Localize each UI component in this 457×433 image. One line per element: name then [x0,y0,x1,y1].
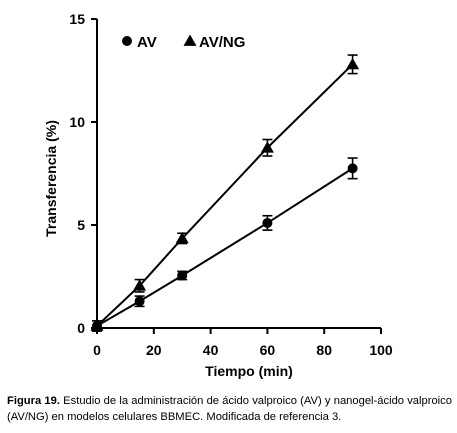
y-tick-label: 10 [69,114,85,130]
y-axis-label: Transferencia (%) [43,120,59,237]
legend-marker-av [122,36,132,46]
data-point-av [134,296,145,307]
data-point-av [262,217,273,228]
x-tick-label: 60 [260,342,276,358]
series-av-ng [90,54,360,332]
legend-item-av: AV [122,34,157,51]
x-tick-label: 100 [369,342,393,358]
series-layer [90,54,360,332]
series-av [92,157,358,332]
x-axis-label: Tiempo (min) [205,363,293,379]
data-point-av-ng [175,231,189,244]
legend-item-av-ng: AV/NG [183,34,245,51]
legend-marker-av-ng [183,34,197,46]
x-tick-label: 20 [146,342,162,358]
caption-text: Estudio de la administración de ácido va… [7,395,452,423]
data-point-av-ng [260,141,274,153]
legend-label-av-ng: AV/NG [199,34,245,51]
data-point-av-ng [90,319,104,331]
y-tick-label: 15 [69,11,85,27]
x-tick-label: 0 [93,342,101,358]
figure-caption: Figura 19. Estudio de la administración … [7,394,452,425]
legend: AV AV/NG [122,34,245,51]
x-tick-label: 80 [316,342,332,358]
series-line-av-ng [96,63,354,327]
y-tick-label: 5 [77,217,85,233]
data-point-av-ng [133,279,147,291]
axes: 0 20 40 60 80 100 0 5 10 15 [69,11,392,358]
legend-label-av: AV [137,34,157,51]
data-point-av [177,270,188,281]
caption-label: Figura 19. [7,395,60,407]
data-point-av-ng [346,57,360,70]
x-tick-label: 40 [203,342,219,358]
data-point-av [347,163,358,174]
y-tick-label: 0 [77,320,85,336]
